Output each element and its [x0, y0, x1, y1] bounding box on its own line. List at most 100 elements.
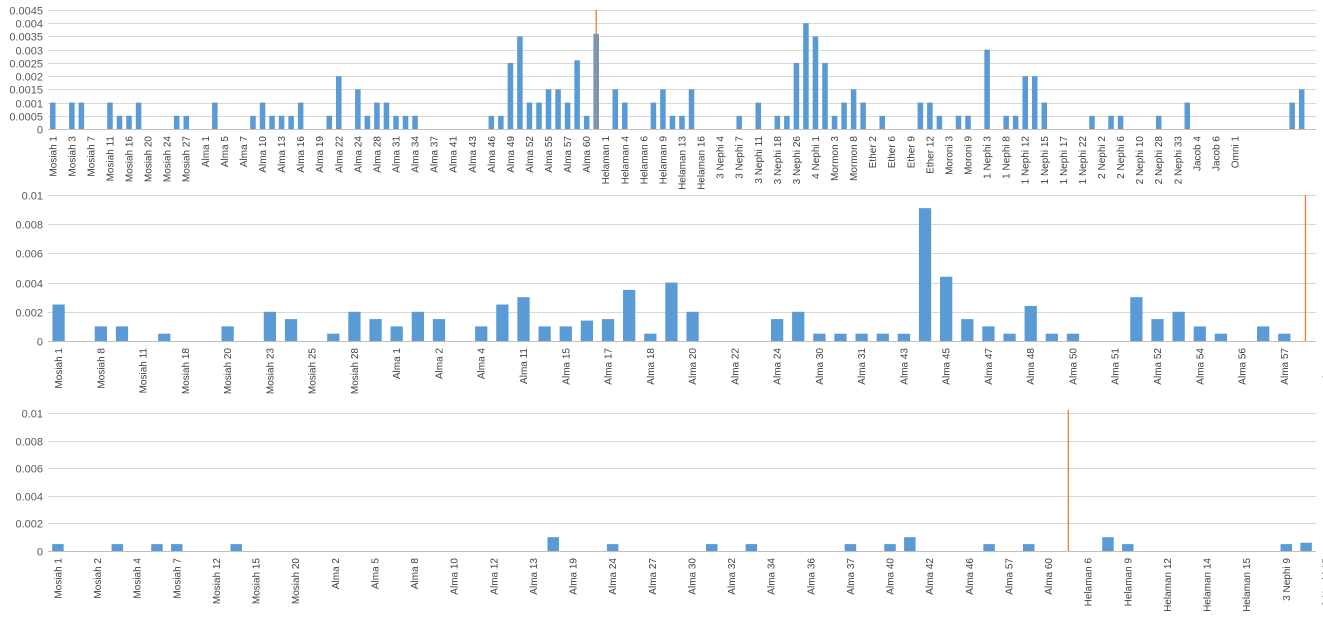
x-category-label: Mosiah 3: [67, 136, 78, 177]
x-category-label: Mosiah 20: [291, 558, 302, 605]
bar: [348, 311, 361, 341]
x-category-label: Alma 30: [687, 558, 698, 595]
x-category-label: Alma 34: [411, 136, 422, 173]
bar: [50, 102, 56, 129]
x-category-label: Alma 10: [450, 558, 461, 595]
bar: [111, 544, 124, 551]
x-category-label: Mosiah 27: [182, 136, 193, 183]
y-tick-label: 0: [37, 125, 43, 137]
x-category-label: Helaman 6: [639, 136, 650, 185]
bar: [1122, 544, 1134, 551]
bar: [545, 89, 552, 129]
y-tick-label: 0.01: [22, 409, 43, 421]
bar: [1022, 544, 1035, 551]
bar: [390, 326, 403, 341]
bar: [1003, 333, 1016, 341]
bar: [263, 311, 277, 341]
bar: [221, 326, 234, 341]
bar: [547, 537, 559, 551]
bar: [812, 36, 819, 129]
x-category-label: Alma 36: [806, 558, 817, 595]
y-tick-label: 0.002: [15, 72, 43, 84]
x-category-label: Moroni 3: [944, 136, 955, 175]
x-category-label: Alma 57: [563, 136, 574, 173]
x-category-label: 2 Nephi 10: [1135, 136, 1146, 185]
x-category-label: Alma 19: [569, 558, 580, 595]
bar: [269, 115, 275, 129]
bar: [517, 36, 523, 129]
bar: [230, 544, 242, 551]
bar: [770, 319, 784, 341]
x-category-label: Alma 49: [506, 136, 517, 173]
bar: [336, 76, 342, 129]
y-tick-label: 0.01: [22, 191, 43, 203]
x-category-label: Mosiah 12: [212, 558, 223, 605]
bar: [961, 319, 974, 341]
bar: [660, 89, 666, 129]
x-category-label: Mosiah 7: [86, 136, 97, 177]
bar: [158, 333, 171, 341]
x-category-label: Alma 52: [1153, 348, 1164, 385]
y-tick-label: 0.004: [15, 279, 43, 291]
bar: [774, 115, 781, 129]
x-category-label: Alma 22: [730, 348, 741, 385]
bar: [555, 89, 561, 129]
bar: [834, 333, 847, 341]
x-category-label: Ether 6: [887, 136, 898, 169]
bar: [813, 333, 826, 341]
bar: [601, 319, 615, 341]
x-category-label: Mormon 3: [830, 136, 841, 181]
bar: [1193, 326, 1206, 341]
bar: [622, 102, 628, 129]
bar: [69, 102, 75, 129]
bar: [1184, 102, 1191, 129]
x-category-label: 1 Nephi 15: [1040, 136, 1051, 185]
bar: [936, 115, 943, 129]
x-category-label: Helaman 14: [1203, 558, 1214, 612]
bar: [822, 62, 828, 129]
x-category-label: Alma 13: [277, 136, 288, 173]
bar: [369, 319, 382, 341]
x-category-label: Alma 8: [410, 558, 421, 590]
bar: [78, 102, 85, 129]
x-category-label: 3 Nephi 9: [1282, 558, 1293, 601]
x-category-label: 1 Nephi 3: [983, 136, 994, 179]
bar: [517, 297, 530, 341]
x-category-label: Alma 22: [334, 136, 345, 173]
bar: [52, 304, 65, 341]
x-category-label: 4 Nephi 1: [811, 136, 822, 179]
x-category-label: Alma 18: [646, 348, 657, 385]
x-category-label: Helaman 9: [1123, 558, 1134, 607]
x-category-label: Jacob 6: [1211, 136, 1222, 171]
x-category-label: Alma 48: [1026, 348, 1037, 385]
bar: [94, 326, 107, 341]
bar: [688, 89, 695, 129]
x-category-label: Alma 2: [434, 348, 445, 380]
y-tick-label: 0.0005: [9, 112, 43, 124]
bar: [1022, 76, 1028, 129]
bar: [259, 102, 266, 129]
bar: [745, 544, 758, 551]
bar: [669, 115, 676, 129]
bar: [1089, 115, 1095, 129]
x-category-label: Mosiah 25: [308, 348, 319, 395]
x-category-label: Alma 45: [942, 348, 953, 385]
bar: [1108, 115, 1114, 129]
bar: [644, 333, 657, 341]
x-category-label: Alma 1: [201, 136, 212, 168]
x-category-label: Alma 13: [529, 558, 540, 595]
bar: [982, 326, 995, 341]
y-tick-label: 0.004: [15, 492, 43, 504]
bar: [1151, 319, 1164, 341]
bar: [171, 544, 183, 551]
bar: [536, 102, 542, 129]
bar: [1024, 305, 1037, 341]
bar: [327, 333, 340, 341]
bar: [1045, 333, 1058, 341]
x-category-label: Alma 51: [1111, 348, 1122, 385]
y-tick-label: 0.008: [15, 220, 43, 232]
x-category-label: 2 Nephi 33: [1173, 136, 1184, 185]
x-category-label: Alma 20: [688, 348, 699, 385]
x-category-label: Alma 46: [965, 558, 976, 595]
x-category-label: Alma 40: [886, 558, 897, 595]
